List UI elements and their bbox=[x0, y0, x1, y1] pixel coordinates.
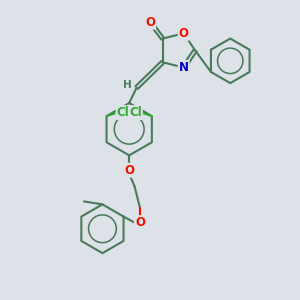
Text: N: N bbox=[179, 61, 189, 74]
Text: H: H bbox=[123, 80, 131, 90]
Text: O: O bbox=[179, 27, 189, 40]
Text: O: O bbox=[135, 216, 145, 229]
Text: O: O bbox=[145, 16, 155, 29]
Text: O: O bbox=[124, 164, 134, 177]
Text: Cl: Cl bbox=[116, 106, 129, 119]
Text: Cl: Cl bbox=[129, 106, 142, 119]
